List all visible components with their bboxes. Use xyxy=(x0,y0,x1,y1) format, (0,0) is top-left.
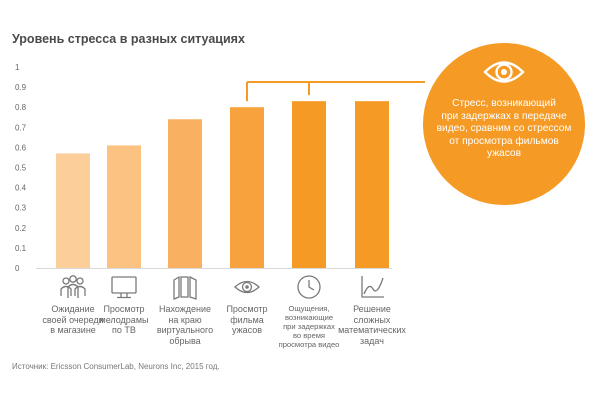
graph-icon xyxy=(361,276,384,298)
people-icon xyxy=(60,275,86,298)
category-line: ужасов xyxy=(231,325,262,335)
bar xyxy=(230,107,264,268)
bar xyxy=(168,119,202,268)
category-line: просмотра видео xyxy=(278,340,340,349)
category-line: мелодрамы xyxy=(99,314,149,325)
category-line: своей очереди xyxy=(42,314,104,325)
eye-icon xyxy=(234,280,260,294)
y-tick-label: 0.2 xyxy=(15,224,27,233)
category-line: фильма xyxy=(230,314,264,325)
bar xyxy=(107,145,141,268)
category-line: обрыва xyxy=(169,335,201,346)
category-line: возникающие xyxy=(284,313,334,322)
category-line: Просмотр xyxy=(103,304,145,314)
category-line: по ТВ xyxy=(112,325,136,335)
category-line: Ощущения, xyxy=(288,304,330,313)
y-tick-label: 0.8 xyxy=(15,103,27,112)
callout-text: Стресс, возникающий при задержках в пере… xyxy=(433,98,575,161)
callout-circle: Стресс, возникающий при задержках в пере… xyxy=(423,43,585,205)
callout-line: видео, сравним со стрессом xyxy=(436,123,572,134)
clock-icon xyxy=(297,275,321,299)
y-tick-label: 0.4 xyxy=(15,184,27,193)
y-tick-label: 0.3 xyxy=(15,204,27,213)
category-line: Нахождение xyxy=(158,304,212,314)
y-tick-label: 0.1 xyxy=(15,244,27,253)
eye-icon xyxy=(483,61,525,83)
category-line: Ожидание xyxy=(51,304,95,314)
category-line: сложных xyxy=(353,314,391,325)
cliff-panels-icon xyxy=(173,275,197,300)
y-tick-label: 0.5 xyxy=(15,164,27,173)
category-line: Просмотр xyxy=(226,304,268,314)
category-label-horror: Просмотр фильма ужасов xyxy=(208,272,286,336)
category-label-melodrama: Просмотр мелодрамы по ТВ xyxy=(85,272,163,336)
category-line: Решение xyxy=(353,304,391,314)
category-label-video-delay: Ощущения, возникающие при задержках во в… xyxy=(270,272,348,349)
y-tick-label: 0.7 xyxy=(15,123,27,132)
category-label-math: Решение сложных математических задач xyxy=(333,272,411,346)
chart-title: Уровень стресса в разных ситуациях xyxy=(12,32,245,46)
category-line: во время xyxy=(292,331,326,340)
tv-icon xyxy=(111,276,137,299)
source-note: Источник: Ericsson ConsumerLab, Neurons … xyxy=(12,362,220,371)
y-tick-label: 0.6 xyxy=(15,143,27,152)
category-label-cliff: Нахождение на краю виртуального обрыва xyxy=(146,272,224,346)
category-label-queue: Ожидание своей очереди в магазине xyxy=(34,272,112,336)
y-tick-label: 0.9 xyxy=(15,83,27,92)
category-line: в магазине xyxy=(50,325,96,335)
callout-line: ужасов xyxy=(487,148,521,159)
category-line: виртуального xyxy=(156,325,214,335)
category-line: математических xyxy=(338,325,406,335)
callout-line: Стресс, возникающий xyxy=(452,98,556,109)
bar xyxy=(56,153,90,268)
bar xyxy=(292,101,326,268)
callout-line: от просмотра фильмов xyxy=(449,135,559,147)
y-tick-label: 0 xyxy=(15,264,20,273)
category-line: при задержках xyxy=(283,322,335,331)
category-line: задач xyxy=(360,335,384,346)
y-tick-label: 1 xyxy=(15,63,20,72)
callout-line: при задержках в передаче xyxy=(441,110,567,122)
category-line: на краю xyxy=(168,314,202,325)
bar xyxy=(355,101,389,268)
